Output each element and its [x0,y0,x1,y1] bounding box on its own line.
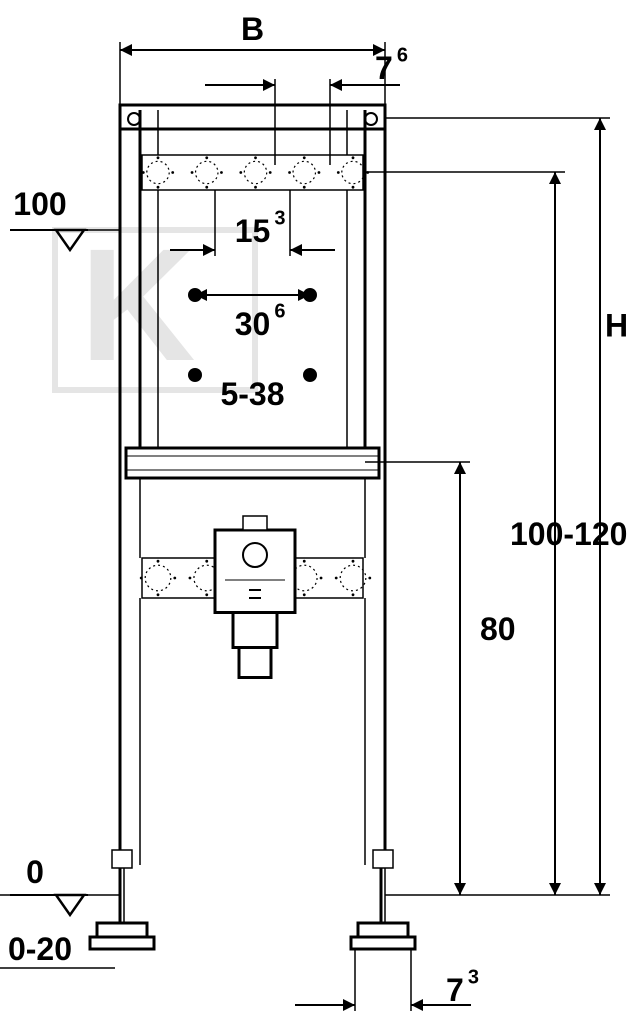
svg-text:100: 100 [13,186,66,222]
svg-text:30: 30 [235,306,271,342]
svg-text:5-38: 5-38 [220,376,284,412]
svg-text:100-120: 100-120 [510,516,627,552]
svg-text:H: H [605,308,628,344]
svg-text:7: 7 [375,50,393,86]
svg-text:0-20: 0-20 [8,931,72,967]
technical-drawing: KB761533065-38100H100-1208000-2073 [0,0,635,1024]
svg-text:15: 15 [235,213,271,249]
svg-text:6: 6 [397,44,408,66]
svg-text:K: K [80,215,196,394]
svg-text:0: 0 [26,854,44,890]
svg-text:7: 7 [446,972,464,1008]
svg-text:B: B [241,11,264,47]
svg-text:6: 6 [274,300,285,322]
svg-text:3: 3 [274,207,285,229]
svg-text:80: 80 [480,611,516,647]
svg-text:3: 3 [468,966,479,988]
